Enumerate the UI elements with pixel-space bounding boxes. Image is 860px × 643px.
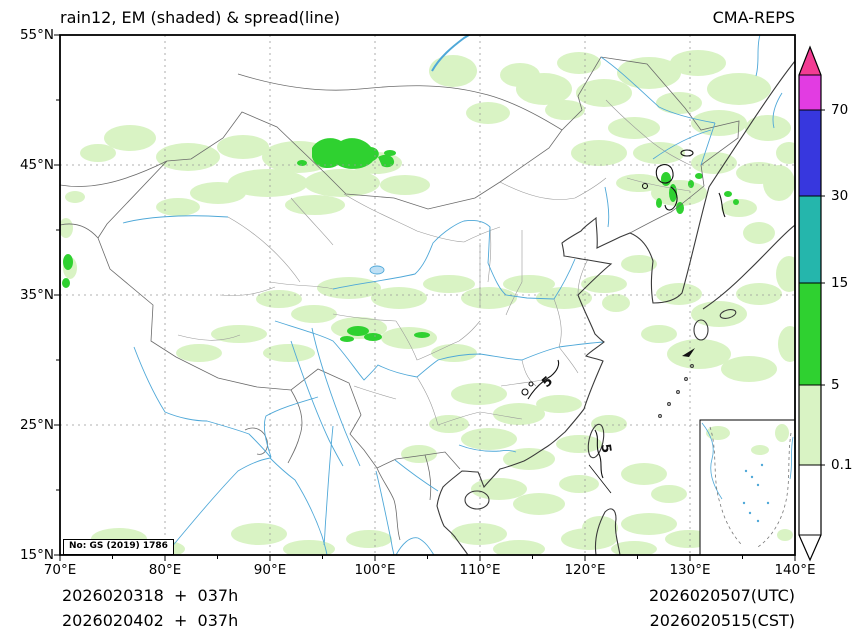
lon-tick-label: 110°E — [459, 562, 501, 578]
island-dots — [742, 463, 770, 523]
chart-title: rain12, EM (shaded) & spread(line) — [60, 8, 340, 27]
cb-arrow-bottom — [799, 535, 821, 560]
cb-seg-5-15 — [799, 283, 821, 385]
lat-tick-label: 55°N — [19, 27, 54, 43]
lon-tick-label: 130°E — [669, 562, 711, 578]
valid-time-utc: 2026020507(UTC) — [649, 586, 795, 605]
axis-ticks — [54, 34, 796, 561]
cb-seg-lt0p1 — [799, 465, 821, 535]
lat-tick-label: 35°N — [19, 287, 54, 303]
japan-coastline — [702, 224, 795, 310]
spread-contour-label: 5 — [539, 374, 556, 391]
lon-tick-label: 140°E — [774, 562, 816, 578]
license-badge: No: GS (2019) 1786 — [63, 539, 174, 555]
luzon-coastline — [594, 508, 621, 555]
colorbar — [798, 45, 825, 562]
cb-label-15: 15 — [831, 275, 849, 291]
spread-contours-layer — [521, 149, 726, 494]
lon-tick-label: 70°E — [43, 562, 77, 578]
cb-arrow-top — [799, 47, 821, 75]
cb-label-70: 70 — [831, 102, 849, 118]
lon-tick-label: 100°E — [354, 562, 396, 578]
precip-heavy-shading-layer — [62, 138, 739, 342]
lon-tick-label: 90°E — [253, 562, 287, 578]
lon-tick-label: 120°E — [564, 562, 606, 578]
plot-frame — [59, 34, 796, 556]
lat-tick-label: 15°N — [19, 547, 54, 563]
cb-label-30: 30 — [831, 188, 849, 204]
yangtze-river — [274, 320, 605, 381]
south-china-sea-inset — [699, 419, 795, 555]
mainland-coastline — [436, 60, 795, 555]
hainan-island — [464, 490, 490, 510]
coastlines-layer — [436, 60, 795, 555]
cb-seg-0p1-5 — [799, 385, 821, 465]
shikoku-island — [719, 309, 737, 319]
init-time-cst: 2026020402 + 037h — [62, 611, 239, 630]
spread-mark — [682, 348, 695, 357]
cb-label-5: 5 — [831, 377, 840, 393]
yellow-river — [332, 220, 576, 300]
spread-contour-label: 5 — [597, 443, 613, 454]
province-borders-layer — [177, 99, 691, 426]
rivers-layer — [122, 35, 783, 555]
south-asia-coast — [164, 457, 435, 555]
lon-tick-label: 80°E — [148, 562, 182, 578]
cb-seg-gte70 — [799, 75, 821, 110]
cb-label-0p1: 0.1 — [831, 457, 853, 473]
init-time-utc: 2026020318 + 037h — [62, 586, 239, 605]
model-name: CMA-REPS — [712, 8, 795, 27]
cb-seg-30-70 — [799, 110, 821, 196]
lat-tick-label: 25°N — [19, 417, 54, 433]
taiwan-island — [587, 423, 605, 459]
cb-seg-15-30 — [799, 196, 821, 283]
qinghai-lake — [369, 265, 385, 275]
country-borders-layer — [60, 56, 740, 541]
heavy-rain-blob-xinjiang — [312, 138, 379, 169]
precip-light-shading-layer — [60, 50, 795, 555]
lat-tick-label: 45°N — [19, 157, 54, 173]
map-plot: 5 5 — [54, 34, 796, 561]
lake-baikal — [431, 35, 470, 72]
nine-dash-line — [709, 426, 792, 548]
valid-time-cst: 2026020515(CST) — [649, 611, 795, 630]
kyushu-island — [693, 319, 709, 341]
